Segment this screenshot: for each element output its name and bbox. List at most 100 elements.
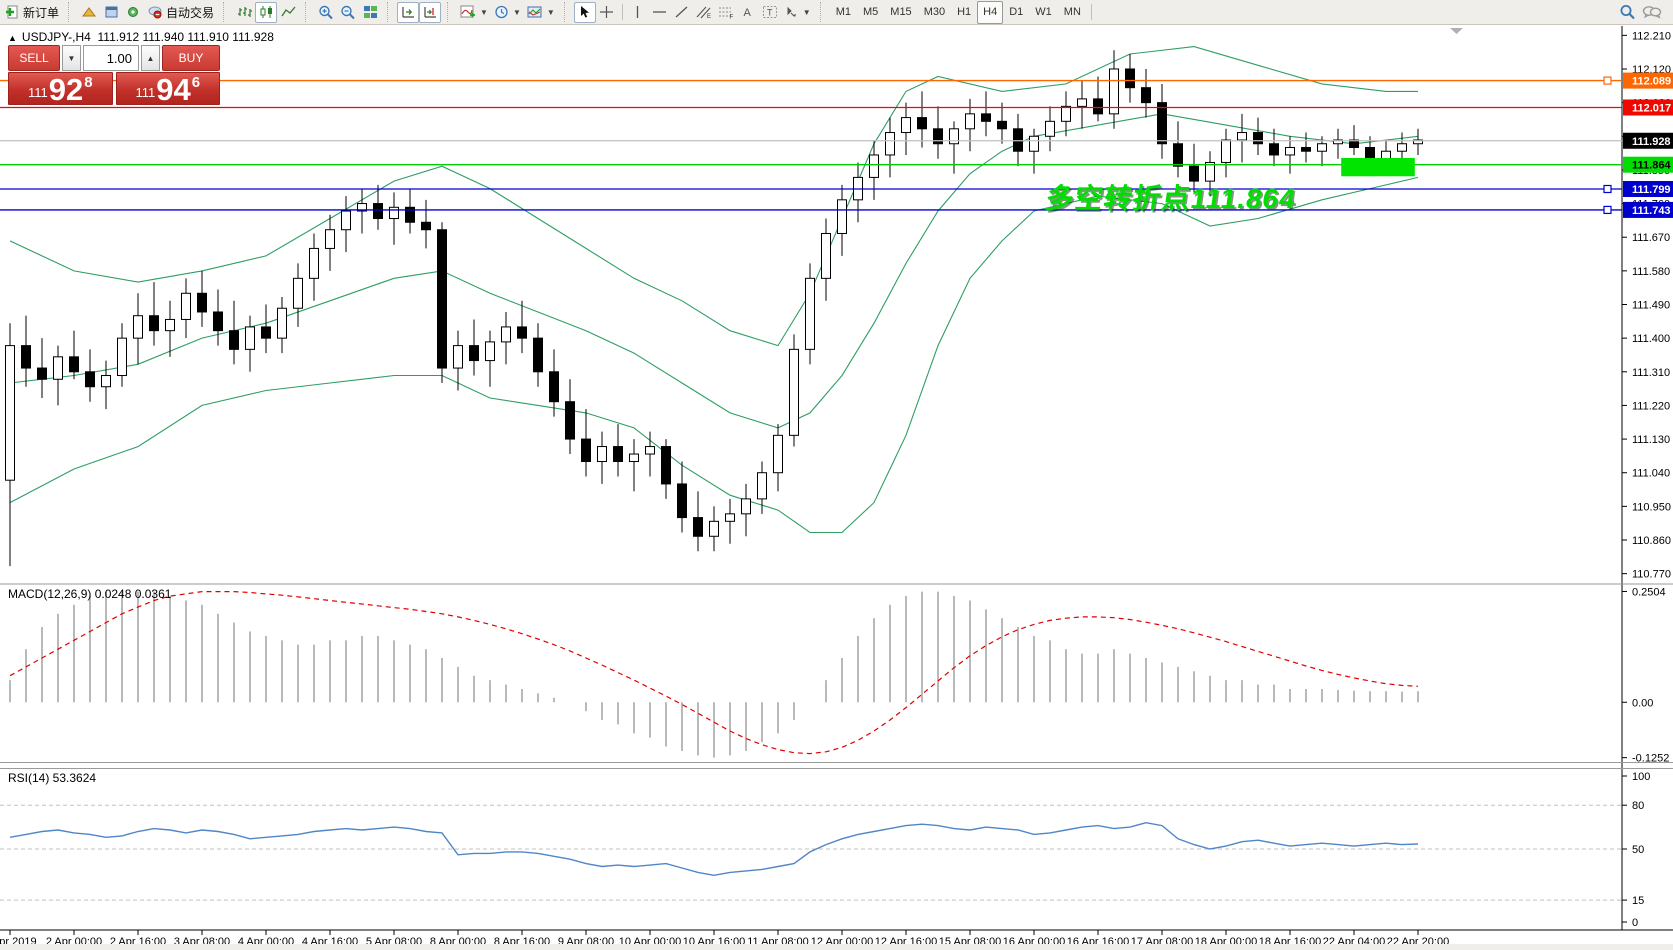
- rsi-line: [9, 821, 1419, 877]
- volume-decrease-button[interactable]: ▼: [62, 45, 81, 71]
- svg-text:-0.1252: -0.1252: [1632, 753, 1669, 765]
- svg-text:111.928: 111.928: [1632, 136, 1671, 148]
- timeframe-m15-button[interactable]: M15: [890, 6, 912, 18]
- chart-shift-button[interactable]: [419, 1, 442, 23]
- buy-price-point: 6: [191, 74, 201, 91]
- timeframe-mn-button[interactable]: MN: [1063, 6, 1081, 18]
- zoom-in-icon: [319, 5, 333, 19]
- zoom-out-button[interactable]: [337, 2, 359, 23]
- tile-windows-icon: [363, 6, 377, 18]
- timeframe-m30-button[interactable]: M30: [923, 6, 946, 18]
- fibonacci-tool-button[interactable]: F: [715, 2, 737, 23]
- zoom-out-icon: [341, 5, 355, 19]
- market-watch-button[interactable]: [78, 2, 100, 23]
- toolbar-separator: [447, 2, 453, 22]
- text-tool-button[interactable]: A: [737, 2, 759, 23]
- svg-text:112.017: 112.017: [1632, 102, 1671, 114]
- search-icon: [1620, 5, 1635, 20]
- dropdown-arrow-icon: ▼: [802, 7, 811, 17]
- timeframe-h4-button[interactable]: H4: [977, 0, 1004, 24]
- cursor-icon: [581, 6, 590, 18]
- highlight-rectangle[interactable]: [1341, 157, 1415, 177]
- chart-area[interactable]: 112.210112.120112.030111.940111.850111.7…: [0, 25, 1673, 950]
- svg-text:80: 80: [1632, 800, 1644, 812]
- new-order-button[interactable]: 新订单: [2, 2, 62, 23]
- macd-signal-line: [9, 591, 1419, 755]
- chart-shift-icon: [423, 7, 436, 18]
- timeframe-h1-button[interactable]: H1: [957, 6, 972, 18]
- one-click-trade-panel: SELL ▼ ▲ BUY 111 92 8 111 94 6: [8, 45, 220, 105]
- rsi-indicator-label: RSI(14) 53.3624: [8, 771, 97, 785]
- chart-frame: [0, 26, 1673, 931]
- sell-price-display[interactable]: 111 92 8: [8, 72, 113, 105]
- chart-canvas[interactable]: 112.210112.120112.030111.940111.850111.7…: [0, 25, 1673, 950]
- status-strip: [0, 944, 1673, 950]
- vertical-line-icon: [637, 6, 639, 18]
- buy-button[interactable]: BUY: [162, 45, 220, 71]
- toolbar-divider: [621, 4, 623, 20]
- svg-text:111.400: 111.400: [1632, 333, 1670, 345]
- shift-marker: [1450, 28, 1463, 34]
- svg-text:F: F: [729, 15, 733, 20]
- trendline-tool-button[interactable]: [671, 2, 693, 23]
- price-badges: 112.089 112.017 111.928 111.864 111.799 111.7…: [1623, 72, 1673, 218]
- svg-text:0: 0: [1632, 917, 1638, 929]
- chart-symbol-period: USDJPY-,H4: [21, 30, 91, 44]
- svg-text:15: 15: [1632, 895, 1644, 907]
- equidistant-channel-tool-button[interactable]: E: [693, 2, 715, 23]
- text-label-tool-button[interactable]: T: [759, 2, 781, 23]
- svg-text:111.864: 111.864: [1632, 160, 1671, 172]
- templates-button[interactable]: ▼: [524, 2, 558, 23]
- volume-input[interactable]: [83, 45, 139, 71]
- crosshair-tool-button[interactable]: [596, 2, 618, 23]
- timeframe-w1-button[interactable]: W1: [1035, 6, 1052, 18]
- new-order-icon: [6, 5, 18, 18]
- svg-text:112.210: 112.210: [1632, 30, 1671, 42]
- macd-pane: 0.2504 0.00 -0.1252: [9, 586, 1669, 765]
- autotrading-label: 自动交易: [166, 5, 215, 20]
- chart-ohlc-values: 111.912 111.940 111.910 111.928: [97, 30, 274, 44]
- sound-button[interactable]: [122, 2, 144, 23]
- symbol-triangle-icon: ▲: [8, 33, 17, 43]
- arrows-icon: [787, 6, 796, 17]
- text-icon: A: [744, 7, 752, 19]
- bar-chart-type-button[interactable]: [233, 2, 255, 23]
- svg-text:111.799: 111.799: [1632, 184, 1671, 196]
- sell-button[interactable]: SELL: [8, 45, 60, 71]
- buy-price-display[interactable]: 111 94 6: [115, 72, 220, 105]
- line-chart-type-button[interactable]: [277, 2, 299, 23]
- data-window-button[interactable]: [100, 2, 122, 23]
- timeframe-m1-button[interactable]: M1: [835, 6, 851, 18]
- autotrading-icon: [148, 6, 162, 19]
- timeframe-d1-button[interactable]: D1: [1009, 6, 1024, 18]
- chart-shift-marker[interactable]: [1450, 28, 1463, 34]
- volume-increase-button[interactable]: ▲: [141, 45, 160, 71]
- dropdown-arrow-icon: ▼: [480, 7, 488, 17]
- arrows-tool-button[interactable]: ▼: [781, 2, 814, 23]
- vertical-line-tool-button[interactable]: [627, 2, 649, 23]
- dropdown-arrow-icon: ▼: [512, 7, 521, 17]
- svg-text:100: 100: [1632, 771, 1650, 783]
- zoom-in-button[interactable]: [315, 2, 337, 23]
- cursor-tool-button[interactable]: [573, 1, 596, 23]
- indicators-button[interactable]: ▼: [457, 2, 491, 23]
- chat-button[interactable]: [1639, 2, 1665, 23]
- timeframe-m5-button[interactable]: M5: [863, 6, 879, 18]
- periods-button[interactable]: ▼: [491, 2, 524, 23]
- svg-text:111.310: 111.310: [1632, 367, 1670, 379]
- sell-price-figure: 111: [27, 85, 48, 100]
- candlestick-chart-type-button[interactable]: [255, 1, 278, 23]
- chat-icon: [1642, 6, 1662, 19]
- svg-text:111.130: 111.130: [1632, 434, 1670, 446]
- svg-text:111.040: 111.040: [1632, 468, 1670, 480]
- tile-windows-button[interactable]: [359, 2, 381, 23]
- sound-icon: [127, 7, 138, 17]
- indicators-icon: [460, 5, 476, 18]
- autotrading-button[interactable]: 自动交易: [144, 2, 217, 23]
- fibonacci-icon: F: [718, 7, 733, 20]
- auto-scroll-button[interactable]: [397, 1, 420, 23]
- horizontal-line-tool-button[interactable]: [649, 2, 671, 23]
- search-button[interactable]: [1616, 2, 1639, 23]
- sell-price-point: 8: [84, 74, 93, 91]
- horizontal-line-icon: [653, 11, 667, 13]
